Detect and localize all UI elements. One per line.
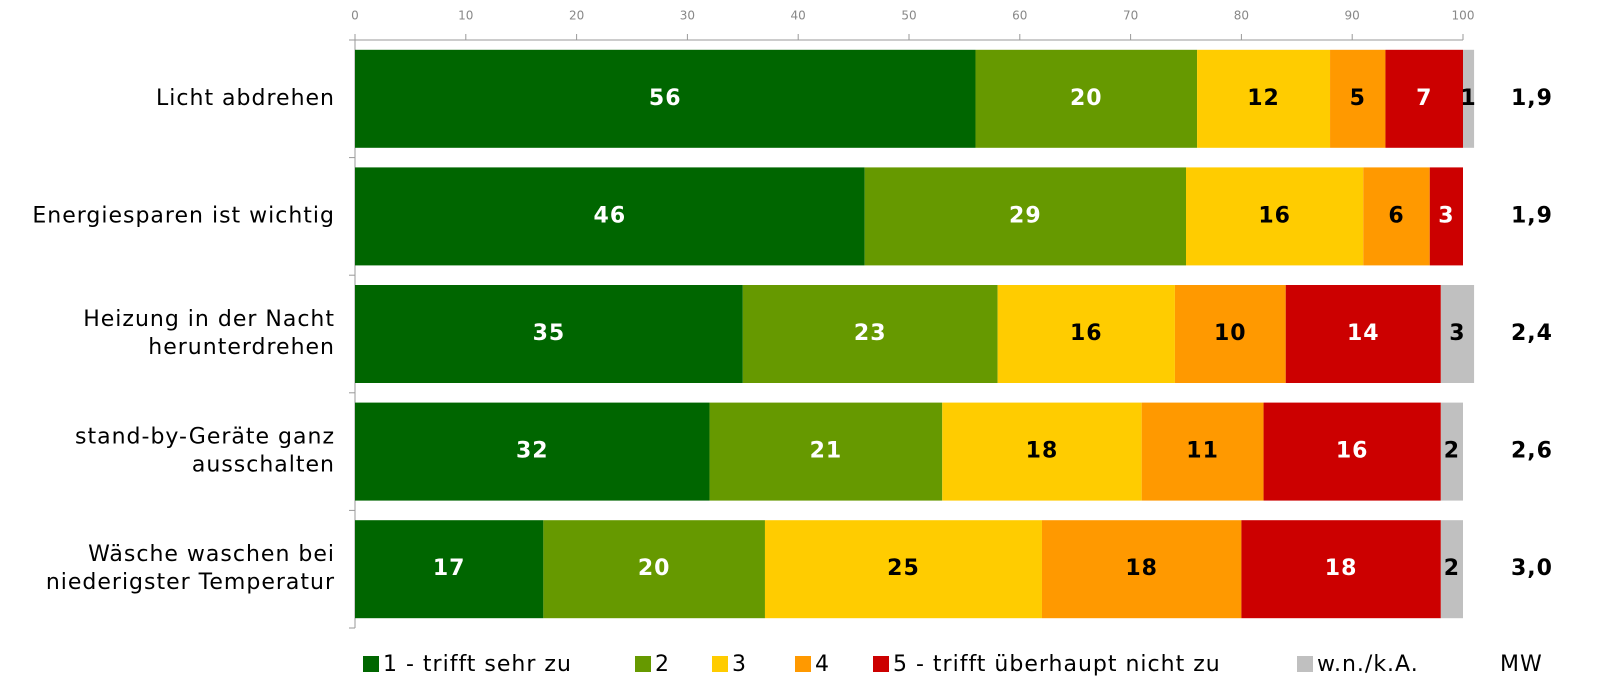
bar-segment <box>1285 285 1441 383</box>
data-label: 21 <box>810 439 843 464</box>
mw-label: 2,6 <box>1511 439 1553 464</box>
bar-segment <box>997 285 1175 383</box>
data-label: 16 <box>1070 321 1103 346</box>
data-label: 10 <box>1214 321 1247 346</box>
category-label: Heizung in der Nacht herunterdrehen <box>83 307 335 360</box>
bar-segment <box>1440 402 1463 501</box>
bar-segment <box>1330 49 1386 148</box>
data-label: 14 <box>1347 321 1380 346</box>
data-label: 56 <box>649 86 682 111</box>
legend-swatch <box>635 656 651 672</box>
data-label: 7 <box>1416 86 1432 111</box>
data-label: 16 <box>1258 203 1291 228</box>
mw-label: 1,9 <box>1511 203 1553 228</box>
bar-segment <box>1174 285 1286 383</box>
legend-label: 4 <box>815 652 830 677</box>
bar-segment <box>1363 167 1430 266</box>
data-label: 17 <box>433 556 466 581</box>
data-label: 25 <box>887 556 920 581</box>
bar-segment <box>355 167 865 266</box>
legend-swatch <box>873 656 889 672</box>
bar-segment <box>1385 49 1463 148</box>
x-tick-label: 50 <box>901 9 916 23</box>
data-label: 12 <box>1247 86 1280 111</box>
mw-label: 2,4 <box>1511 321 1553 346</box>
bar-segment <box>1186 167 1364 266</box>
bar-segment <box>764 520 1042 619</box>
category-label: Wäsche waschen bei niederigster Temperatu… <box>46 542 335 595</box>
mw-label: 3,0 <box>1511 556 1553 581</box>
legend-swatch <box>1297 656 1313 672</box>
category-label: stand-by-Geräte ganz ausschalten <box>75 425 335 478</box>
bar-segment <box>864 167 1186 266</box>
bar-segment <box>942 402 1142 501</box>
data-label: 1 <box>1460 86 1476 111</box>
data-label: 18 <box>1325 556 1358 581</box>
bar-segment <box>543 520 765 619</box>
bar-segment <box>355 402 710 501</box>
legend-label: w.n./k.A. <box>1317 652 1419 677</box>
legend-swatch <box>712 656 728 672</box>
bar-segment <box>1197 49 1331 148</box>
x-tick-label: 100 <box>1452 9 1475 23</box>
bar-segment <box>355 49 976 148</box>
data-label: 16 <box>1336 439 1369 464</box>
bar-segment <box>742 285 998 383</box>
x-tick-label: 10 <box>458 9 473 23</box>
bar-segment <box>975 49 1198 148</box>
bar-segment <box>1463 49 1475 148</box>
x-tick-label: 70 <box>1123 9 1138 23</box>
category-label: Licht abdrehen <box>156 86 335 111</box>
data-label: 2 <box>1444 439 1460 464</box>
category-label: Energiesparen ist wichtig <box>32 203 335 228</box>
data-label: 20 <box>1070 86 1103 111</box>
data-label: 23 <box>854 321 887 346</box>
bar-segment <box>355 520 544 619</box>
x-tick-label: 40 <box>791 9 806 23</box>
x-tick-label: 0 <box>351 9 359 23</box>
data-label: 32 <box>516 439 549 464</box>
x-tick-label: 20 <box>569 9 584 23</box>
legend-swatch <box>363 656 379 672</box>
data-label: 46 <box>594 203 627 228</box>
data-label: 20 <box>638 556 671 581</box>
bar-segment <box>1041 520 1242 619</box>
bar-segment <box>355 285 743 383</box>
bar-segment <box>1429 167 1463 266</box>
data-label: 3 <box>1449 321 1465 346</box>
data-label: 3 <box>1438 203 1454 228</box>
bar-segment <box>1263 402 1441 501</box>
data-label: 11 <box>1186 439 1219 464</box>
data-label: 18 <box>1026 439 1059 464</box>
mw-label: 1,9 <box>1511 86 1553 111</box>
data-label: 6 <box>1388 203 1404 228</box>
legend-label: 2 <box>655 652 670 677</box>
legend-label: 1 - trifft sehr zu <box>383 652 572 677</box>
bar-segment <box>1440 520 1463 619</box>
x-tick-label: 30 <box>680 9 695 23</box>
x-tick-label: 90 <box>1345 9 1360 23</box>
legend-swatch <box>795 656 811 672</box>
data-label: 29 <box>1009 203 1042 228</box>
x-tick-label: 80 <box>1234 9 1249 23</box>
data-label: 2 <box>1444 556 1460 581</box>
data-label: 35 <box>533 321 566 346</box>
bar-segment <box>1141 402 1264 501</box>
bar-segment <box>1241 520 1441 619</box>
data-label: 18 <box>1125 556 1158 581</box>
x-tick-label: 60 <box>1012 9 1027 23</box>
legend-label: 5 - trifft überhaupt nicht zu <box>893 652 1221 677</box>
bar-segment <box>1440 285 1475 383</box>
bar-segment <box>709 402 943 501</box>
legend-label: MW <box>1500 652 1543 677</box>
data-label: 5 <box>1350 86 1366 111</box>
legend-label: 3 <box>732 652 747 677</box>
